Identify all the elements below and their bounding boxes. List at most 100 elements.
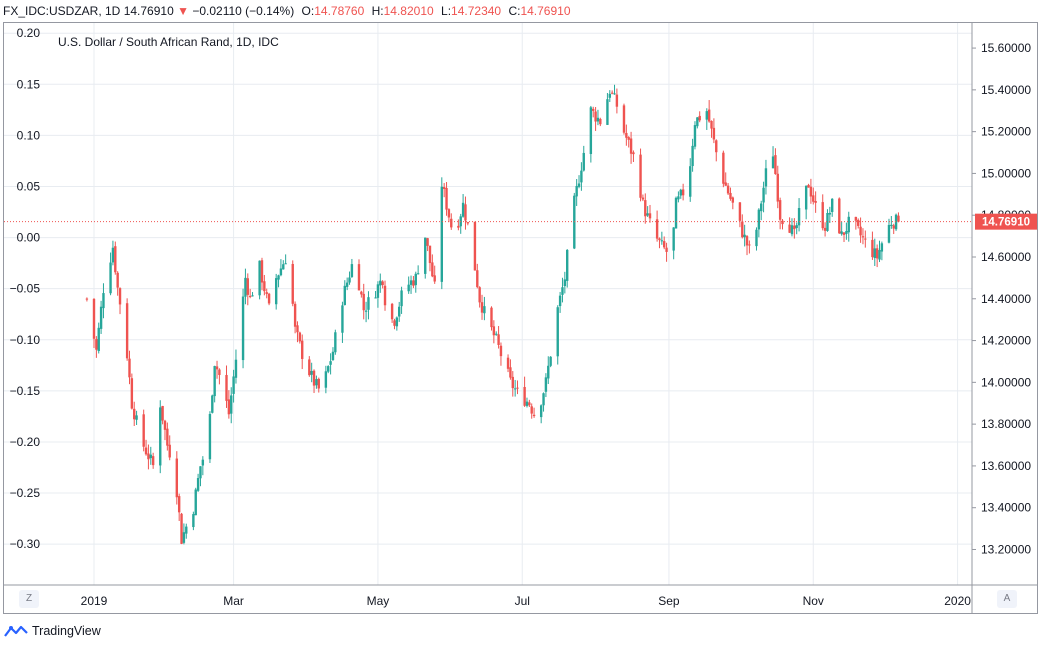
- candle-body: [213, 366, 216, 397]
- zoom-button[interactable]: Z: [19, 590, 39, 608]
- time-axis-label: Nov: [803, 594, 824, 608]
- candle-body: [199, 466, 202, 479]
- candle-body: [350, 264, 354, 277]
- close-label: C:: [508, 4, 521, 18]
- candle-body: [549, 356, 552, 366]
- candle-body: [757, 209, 761, 230]
- candle-body: [464, 204, 467, 221]
- candle-body: [681, 189, 685, 196]
- candle-body: [277, 275, 280, 280]
- right-axis-tick-label: 14.40000: [981, 292, 1031, 306]
- candle-body: [461, 202, 465, 217]
- candle-body: [712, 127, 716, 140]
- high-value: 14.82010: [383, 4, 434, 18]
- candle-body: [284, 263, 287, 265]
- candle-body: [532, 414, 536, 417]
- candle-body: [814, 200, 817, 203]
- candle-body: [114, 246, 117, 273]
- candle-body: [892, 225, 895, 229]
- candle-body: [558, 295, 562, 307]
- candle-body: [845, 231, 848, 234]
- candle-body: [873, 248, 876, 259]
- candle-body: [263, 281, 266, 292]
- right-axis-tick-label: 15.00000: [981, 166, 1031, 180]
- candle-body: [424, 237, 427, 274]
- candle-body: [343, 285, 346, 305]
- candle-body: [135, 415, 138, 420]
- candle-body: [144, 447, 148, 455]
- candle-body: [445, 188, 448, 210]
- candle-body: [622, 105, 626, 133]
- time-axis[interactable]: 2019 Mar May Jul Sep Nov 2020: [81, 594, 972, 608]
- left-axis-tick-label: 0.15: [17, 77, 41, 91]
- candle-body: [334, 332, 337, 353]
- candle-body: [861, 236, 865, 238]
- candle-body: [341, 305, 344, 333]
- candle-body: [345, 282, 349, 287]
- last-price-tag-text: 14.76910: [982, 217, 1030, 229]
- candle-body: [804, 185, 808, 210]
- candle-body: [492, 326, 496, 336]
- candle-body: [331, 351, 335, 361]
- candle-body: [260, 260, 264, 283]
- left-axis-tick-label: 0.20: [17, 26, 41, 40]
- candle-body: [715, 140, 718, 153]
- candle-body: [516, 387, 519, 389]
- candle-body: [674, 197, 678, 229]
- candle-body: [431, 262, 434, 277]
- candle-body: [301, 340, 304, 359]
- candle-body: [838, 198, 841, 234]
- open-value: 14.78760: [314, 4, 365, 18]
- candle-body: [125, 303, 129, 359]
- right-axis-tick-label: 13.60000: [981, 459, 1031, 473]
- candle-body: [180, 513, 183, 544]
- candle-body: [230, 395, 233, 414]
- auto-scale-button[interactable]: A: [997, 590, 1017, 608]
- candle-body: [696, 117, 699, 127]
- candlestick-chart[interactable]: 0.20 0.15 0.10 0.05 0.00 −0.05 −0.10 −0.15 −0.20…: [4, 23, 1038, 614]
- candle-body: [793, 225, 796, 230]
- candle-body: [291, 263, 294, 304]
- candle-body: [842, 232, 846, 235]
- candle-body: [142, 414, 145, 447]
- candle-body: [232, 376, 235, 394]
- candle-body: [743, 234, 746, 238]
- left-axis-tick-label: −0.15: [10, 384, 41, 398]
- candle-body: [490, 307, 493, 328]
- tradingview-brand[interactable]: TradingView: [4, 620, 101, 642]
- candle-body: [457, 225, 460, 228]
- right-axis-tick-label: 13.40000: [981, 501, 1031, 515]
- candle-body: [890, 224, 893, 226]
- candle-body: [809, 186, 813, 197]
- right-axis[interactable]: 15.6000015.4000015.2000015.0000014.80000…: [972, 41, 1031, 556]
- candle-body: [185, 526, 188, 534]
- price-change: −0.02110 (−0.14%): [192, 4, 295, 18]
- candle-body: [797, 208, 801, 226]
- candle-body: [875, 248, 879, 259]
- candle-body: [663, 241, 666, 248]
- symbol-header: FX_IDC:USDZAR, 1D 14.76910 ▼ −0.02110 (−…: [0, 0, 1042, 22]
- candle-body: [182, 532, 186, 543]
- candle-body: [497, 334, 500, 345]
- candle-body: [395, 317, 399, 327]
- candle-body: [102, 293, 105, 309]
- candle-body: [691, 145, 694, 167]
- candle-body: [563, 279, 567, 287]
- candle-body: [693, 125, 697, 147]
- candle-body: [310, 370, 313, 375]
- candle-body: [589, 107, 593, 155]
- candle-body: [440, 186, 444, 282]
- candle-body: [362, 293, 365, 311]
- candle-body: [729, 192, 732, 199]
- candle-body: [128, 358, 131, 378]
- candle-body: [133, 408, 136, 420]
- candle-body: [511, 376, 514, 389]
- right-axis-tick-label: 13.80000: [981, 417, 1031, 431]
- candle-body: [648, 213, 652, 219]
- candle-body: [426, 238, 429, 246]
- candle-body: [610, 92, 614, 94]
- tradingview-logo-icon: [4, 625, 28, 637]
- candle-body: [147, 453, 150, 460]
- candle-body: [416, 273, 420, 275]
- last-price-tag: 14.76910: [975, 213, 1037, 230]
